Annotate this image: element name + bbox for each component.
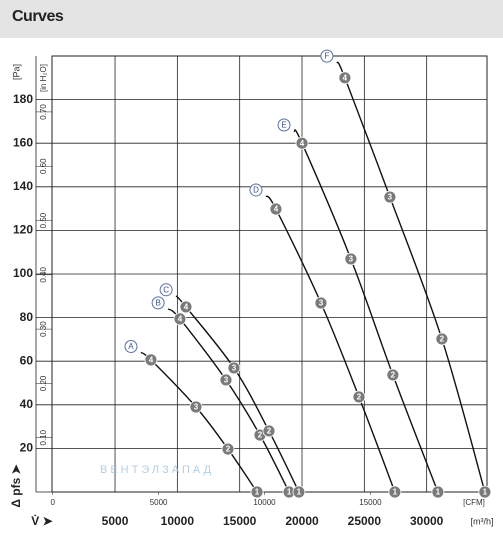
x-tick-label: 20000 <box>285 514 319 528</box>
operating-point-label: 3 <box>388 193 393 202</box>
operating-point <box>262 424 276 438</box>
x-tick-label: 30000 <box>410 514 444 528</box>
operating-point-label: 4 <box>300 139 305 148</box>
y2-tick-label: 0.50 <box>39 212 48 228</box>
operating-point <box>386 368 400 382</box>
x-tick-label: 25000 <box>348 514 382 528</box>
y2-tick-label: 0.60 <box>39 158 48 174</box>
operating-point <box>352 390 366 404</box>
x2-tick-label: 10000 <box>253 498 276 507</box>
operating-point-label: 2 <box>440 335 445 344</box>
x2-tick-label: 0 <box>50 498 55 507</box>
curve-tag <box>124 339 138 353</box>
operating-point-label: 1 <box>436 488 441 497</box>
operating-point-label: 3 <box>194 403 199 412</box>
curve-tag-label: F <box>324 52 329 61</box>
y2-tick-label: 0.30 <box>39 321 48 337</box>
curve-tag-label: A <box>128 342 134 351</box>
operating-point <box>383 190 397 204</box>
curve-tag <box>277 118 291 132</box>
operating-point-label: 3 <box>319 299 324 308</box>
y2-tick-label: 0.20 <box>39 375 48 391</box>
y-tick-label: 40 <box>20 397 34 411</box>
curve-tag-label: D <box>253 186 259 195</box>
operating-point <box>219 373 233 387</box>
operating-point-label: 3 <box>349 255 354 264</box>
x-tick-label: 10000 <box>161 514 195 528</box>
operating-point <box>179 300 193 314</box>
operating-point <box>250 485 264 499</box>
operating-point-label: 1 <box>255 488 260 497</box>
curve-tag <box>320 49 334 63</box>
operating-point-label: 3 <box>232 364 237 373</box>
operating-point <box>269 202 283 216</box>
curve-tag-label: B <box>155 298 160 307</box>
operating-point-label: 2 <box>391 371 396 380</box>
x2-axis-label: [CFM] <box>463 498 485 507</box>
operating-point-label: 2 <box>267 427 272 436</box>
x-tick-label: 15000 <box>223 514 257 528</box>
operating-point <box>435 332 449 346</box>
curve-tag <box>159 283 173 297</box>
x2-tick-label: 15000 <box>359 498 382 507</box>
y-tick-label: 20 <box>20 441 34 455</box>
y2-tick-label: 0.40 <box>39 266 48 282</box>
y-axis-symbol: Δ pfs ➤ <box>9 463 23 507</box>
y-tick-label: 100 <box>13 266 33 280</box>
header-title: Curves <box>12 8 64 25</box>
plot-frame <box>51 55 488 493</box>
operating-point <box>314 296 328 310</box>
y-tick-label: 60 <box>20 353 34 367</box>
header-bar: Curves <box>0 0 503 38</box>
operating-point <box>295 136 309 150</box>
x-axis-label: [m³/h] <box>470 516 493 526</box>
operating-point-label: 2 <box>226 445 231 454</box>
operating-point-label: 3 <box>224 376 229 385</box>
y-tick-label: 180 <box>13 92 33 106</box>
operating-point-label: 2 <box>357 393 362 402</box>
y2-tick-label: 0.70 <box>39 104 48 120</box>
curve-tag <box>249 183 263 197</box>
operating-point-label: 1 <box>483 488 488 497</box>
operating-point <box>338 71 352 85</box>
curve <box>293 129 439 493</box>
operating-point-label: 1 <box>287 488 292 497</box>
operating-point <box>227 361 241 375</box>
operating-point <box>478 485 492 499</box>
operating-point-label: 4 <box>149 356 154 365</box>
y-tick-label: 140 <box>13 179 33 193</box>
y2-tick-label: 0.10 <box>39 429 48 445</box>
operating-point <box>388 485 402 499</box>
x-tick-label: 5000 <box>102 514 129 528</box>
operating-point-label: 1 <box>297 488 302 497</box>
operating-point-label: 4 <box>184 303 189 312</box>
operating-point-label: 4 <box>178 315 183 324</box>
operating-point <box>189 400 203 414</box>
operating-point <box>292 485 306 499</box>
curve <box>265 195 396 493</box>
operating-point-label: 2 <box>258 431 263 440</box>
operating-point-label: 4 <box>343 73 348 82</box>
operating-point-label: 1 <box>393 488 398 497</box>
y-tick-label: 160 <box>13 135 33 149</box>
operating-point <box>144 353 158 367</box>
watermark: ВЕНТЭЛЗАПАД <box>100 464 214 476</box>
y2-axis-label: [in H₂O] <box>39 64 48 92</box>
curve <box>336 61 486 493</box>
curve-tag-label: C <box>163 285 169 294</box>
curve-tag-label: E <box>281 121 286 130</box>
operating-point <box>431 485 445 499</box>
y-axis-label: [Pa] <box>11 64 21 80</box>
operating-point <box>344 252 358 266</box>
operating-point <box>221 442 235 456</box>
operating-point-label: 4 <box>274 205 279 214</box>
operating-point <box>173 312 187 326</box>
y-tick-label: 80 <box>20 310 34 324</box>
x2-tick-label: 5000 <box>150 498 168 507</box>
y-tick-label: 120 <box>13 223 33 237</box>
x-axis-symbol: V̇ ➤ <box>31 513 53 528</box>
curve-tag <box>151 296 165 310</box>
